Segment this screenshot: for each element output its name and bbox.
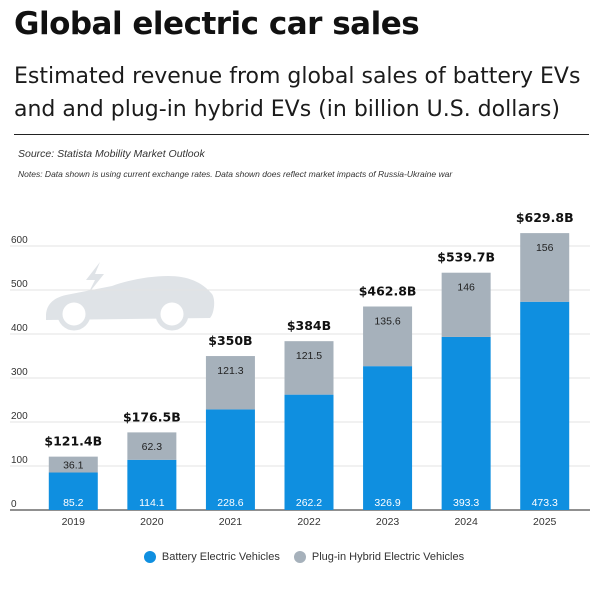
- bar-phev: [363, 306, 413, 367]
- bar-label-bev: 393.3: [453, 497, 479, 509]
- bar-bev: [441, 336, 491, 510]
- bar-total-label: $176.5B: [123, 409, 181, 424]
- bar-total-label: $384B: [287, 318, 331, 333]
- bar-label-phev: 36.1: [63, 460, 84, 472]
- x-tick-label: 2020: [140, 516, 164, 528]
- stacked-bar-chart: 0 100 200 300 400 500 600 85.2 36.1 $121.4B 114.1…: [10, 210, 590, 528]
- bar-bev: [363, 366, 413, 510]
- bar-label-bev: 85.2: [63, 497, 84, 509]
- x-tick-label: 2023: [376, 516, 400, 528]
- electric-car-icon: [46, 262, 215, 331]
- bar-label-bev: 228.6: [217, 497, 243, 509]
- bar-label-bev: 262.2: [296, 497, 322, 509]
- bar-total-label: $629.8B: [516, 210, 574, 225]
- bar-label-bev: 114.1: [139, 497, 165, 509]
- y-tick-label: 500: [11, 279, 28, 290]
- bar-label-phev: 62.3: [142, 441, 163, 453]
- x-tick-label: 2024: [454, 516, 478, 528]
- bar-total-label: $350B: [208, 333, 252, 348]
- car-wheel-front: [57, 297, 91, 331]
- bar-label-phev: 156: [536, 242, 554, 254]
- bar-label-phev: 121.3: [217, 365, 243, 377]
- y-tick-label: 400: [11, 323, 28, 334]
- bar-label-bev: 326.9: [374, 497, 400, 509]
- data-notes: Notes: Data shown is using current excha…: [18, 169, 453, 179]
- y-tick-label: 600: [11, 235, 28, 246]
- y-axis: 0 100 200 300 400 500 600: [11, 235, 28, 510]
- x-axis: 2019 2020 2021 2022 2023 2024 2025: [62, 516, 557, 528]
- legend-swatch-phev: [293, 551, 306, 563]
- car-wheel-back: [155, 297, 189, 331]
- bar-phev: [127, 432, 177, 460]
- legend-label-phev: Plug-in Hybrid Electric Vehicles: [311, 551, 465, 563]
- bar-phev: [284, 341, 334, 395]
- bar-phev: [205, 356, 255, 410]
- y-tick-label: 300: [11, 367, 28, 378]
- y-tick-label: 0: [11, 499, 17, 510]
- chart-subtitle: Estimated revenue from global sales of b…: [14, 64, 581, 122]
- bar-total-label: $539.7B: [437, 250, 495, 265]
- x-tick-label: 2019: [62, 516, 86, 528]
- legend-label-bev: Battery Electric Vehicles: [161, 551, 280, 563]
- bar-label-bev: 473.3: [532, 497, 558, 509]
- bar-total-label: $462.8B: [359, 284, 417, 299]
- bars: 85.2 36.1 $121.4B 114.1 62.3 $176.5B 228.6 121.…: [44, 210, 574, 510]
- bar-phev: [520, 233, 570, 302]
- bar-bev: [284, 394, 334, 510]
- lightning-bolt-icon: [86, 262, 104, 294]
- y-tick-label: 100: [11, 455, 28, 466]
- bar-label-phev: 121.5: [296, 350, 322, 362]
- title-divider: [14, 134, 589, 135]
- bar-label-phev: 135.6: [374, 316, 400, 328]
- bar-bev: [205, 409, 255, 510]
- bar-total-label: $121.4B: [44, 434, 102, 449]
- bar-bev: [127, 459, 177, 510]
- x-tick-label: 2025: [533, 516, 557, 528]
- x-tick-label: 2022: [297, 516, 321, 528]
- legend-swatch-bev: [143, 551, 156, 563]
- bar-bev: [48, 472, 98, 510]
- chart-title: Global electric car sales: [14, 6, 420, 42]
- bar-label-phev: 146: [457, 282, 475, 294]
- x-tick-label: 2021: [219, 516, 243, 528]
- bar-phev: [441, 272, 491, 337]
- bar-bev: [520, 301, 570, 510]
- bar-phev: [48, 456, 98, 473]
- legend-item-bev: Battery Electric Vehicles: [143, 551, 280, 563]
- source-note: Source: Statista Mobility Market Outlook: [18, 148, 205, 160]
- legend-item-phev: Plug-in Hybrid Electric Vehicles: [293, 551, 465, 563]
- legend: Battery Electric Vehicles Plug-in Hybrid…: [0, 551, 608, 563]
- y-tick-label: 200: [11, 411, 28, 422]
